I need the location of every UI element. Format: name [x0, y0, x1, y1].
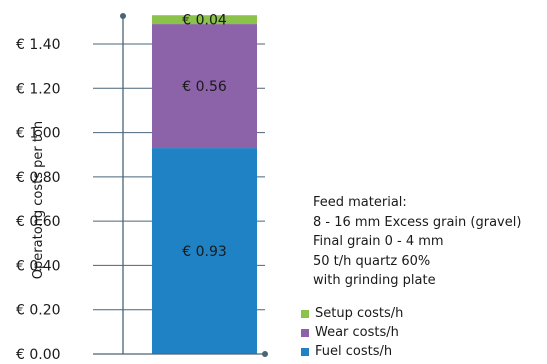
y-tick-label: € 0.20 [16, 303, 61, 319]
y-tick-label: € 0.40 [16, 258, 61, 274]
bar-stack [152, 15, 257, 354]
legend-label: Wear costs/h [315, 325, 399, 340]
bar-segment-wear-costs-h [152, 24, 257, 149]
x-axis-end-dot [262, 351, 268, 357]
y-tick-label: € 0.60 [16, 214, 61, 230]
legend-swatch [301, 328, 309, 337]
y-tick-labels: € 0.00 € 0.20 € 0.40 € 0.60 € 0.80 € 1.00 € 1.… [16, 37, 61, 363]
data-label: € 0.56 [182, 79, 227, 95]
legend: Setup costs/h Wear costs/h Fuel costs/h [301, 304, 403, 361]
note-line: 50 t/h quartz 60% [313, 253, 431, 269]
note-line: Feed material: [313, 195, 407, 210]
y-tick-label: € 0.00 [16, 347, 61, 363]
data-label: € 0.04 [182, 13, 227, 29]
legend-item-fuel: Fuel costs/h [301, 342, 403, 361]
y-tick-label: € 1.40 [16, 37, 61, 53]
legend-item-setup: Setup costs/h [301, 304, 403, 323]
axes [93, 13, 268, 357]
y-tick-label: € 1.00 [16, 126, 61, 142]
y-axis-end-dot [120, 13, 126, 19]
feed-material-note: Feed material: 8 - 16 mm Excess grain (g… [313, 193, 521, 291]
note-line: 8 - 16 mm Excess grain (gravel) [313, 214, 522, 230]
legend-label: Setup costs/h [315, 306, 404, 321]
y-tick-label: € 0.80 [16, 170, 61, 186]
legend-swatch [301, 309, 309, 318]
legend-item-wear: Wear costs/h [301, 323, 403, 342]
note-line: Final grain 0 - 4 mm [313, 234, 444, 249]
bar-segment-setup-costs-h [152, 15, 257, 25]
segment-labels: € 0.93 € 0.56 € 0.04 [182, 13, 227, 260]
y-tick-label: € 1.20 [16, 81, 61, 97]
legend-label: Fuel costs/h [315, 344, 393, 359]
data-label: € 0.93 [182, 244, 227, 260]
y-axis-label: Operatong costs per ton [31, 121, 46, 279]
bar-segment-fuel-costs-h [152, 148, 257, 354]
note-line: with grinding plate [313, 273, 436, 288]
legend-swatch [301, 347, 309, 356]
